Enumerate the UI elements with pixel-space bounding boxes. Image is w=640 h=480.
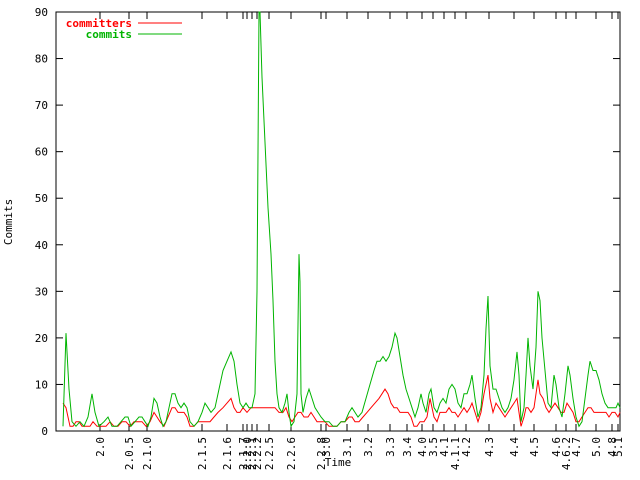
x-tick-label: 4.1 xyxy=(438,437,451,457)
x-tick-label: 3.3 xyxy=(384,437,397,457)
series-line-commits xyxy=(62,11,621,428)
x-tick-label: 2.0 xyxy=(94,437,107,457)
y-tick-label: 90 xyxy=(35,6,48,19)
series-line-committers xyxy=(62,374,621,428)
x-tick-label: 2.2.5 xyxy=(263,437,276,470)
x-tick-label: 3.5 xyxy=(427,437,440,457)
y-tick-label: 80 xyxy=(35,53,48,66)
x-tick-label: 4.6.2 xyxy=(560,437,573,470)
y-tick-label: 40 xyxy=(35,239,48,252)
x-tick-label: 2.2.1 xyxy=(246,437,259,470)
x-tick-label: 4.0 xyxy=(416,437,429,457)
x-tick-label: 3.1 xyxy=(341,437,354,457)
x-tick-label: 4.6 xyxy=(550,437,563,457)
x-tick-label: 4.3 xyxy=(483,437,496,457)
y-tick-label: 20 xyxy=(35,332,48,345)
x-tick-label: 2.0.5 xyxy=(123,437,136,470)
x-tick-label: 5.0 xyxy=(590,437,603,457)
x-tick-label: 4.1.1 xyxy=(449,437,462,470)
x-tick-label: 4.4 xyxy=(508,437,521,457)
x-tick-label: 2.1.6 xyxy=(221,437,234,470)
x-tick-label: 2.2.6 xyxy=(285,437,298,470)
legend: committers commits xyxy=(66,17,182,41)
plot-border xyxy=(55,11,621,432)
y-tick-label: 60 xyxy=(35,146,48,159)
x-tick-label: 2.2.2 xyxy=(251,437,264,470)
x-tick-label: 4.5 xyxy=(528,437,541,457)
x-tick-label: 3.0 xyxy=(320,437,333,457)
x-tick-label: 2.2.0 xyxy=(241,437,254,470)
x-tick-label: 3.4 xyxy=(401,437,414,457)
y-axis-ticks: 0 10 20 30 40 50 60 70 80 90 xyxy=(35,6,620,438)
x-tick-label: 3.2 xyxy=(362,437,375,457)
x-axis-ticks: 2.0 2.0.5 2.1.0 2.1.5 2.1.6 2.1.72.2.02.2.12.… xyxy=(94,12,625,470)
x-tick-label: 2.1.0 xyxy=(141,437,154,470)
legend-commits-label: commits xyxy=(86,28,132,41)
x-axis-label: Time xyxy=(325,456,352,469)
y-tick-label: 70 xyxy=(35,99,48,112)
x-tick-label: 4.2 xyxy=(460,437,473,457)
data-series-lines xyxy=(62,11,621,428)
x-tick-label: 4.8 xyxy=(606,437,619,457)
y-tick-label: 50 xyxy=(35,192,48,205)
y-axis-label: Commits xyxy=(2,199,15,245)
y-tick-label: 0 xyxy=(41,425,48,438)
x-tick-label: 5.1 xyxy=(612,437,625,457)
y-tick-label: 30 xyxy=(35,285,48,298)
y-tick-label: 10 xyxy=(35,378,48,391)
x-tick-label: 2.1.5 xyxy=(196,437,209,470)
x-tick-label: 2.2.8 xyxy=(315,437,328,470)
x-tick-label: 4.7 xyxy=(570,437,583,457)
legend-committers-label: committers xyxy=(66,17,132,30)
x-tick-label: 2.1.7 xyxy=(237,437,250,470)
